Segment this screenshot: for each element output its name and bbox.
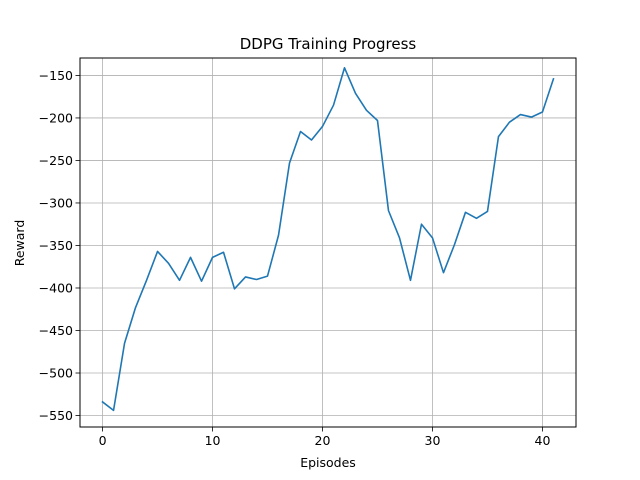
x-axis-label: Episodes <box>300 455 356 470</box>
y-tick-label: −450 <box>39 323 73 338</box>
x-axis-ticks: 0 10 20 30 40 <box>99 427 551 448</box>
y-axis-label: Reward <box>12 220 27 267</box>
series-line <box>101 66 555 412</box>
x-tick-label: 40 <box>535 433 551 448</box>
chart-title: DDPG Training Progress <box>240 35 417 53</box>
y-tick-label: −500 <box>39 366 73 381</box>
x-tick-label: 20 <box>315 433 331 448</box>
x-tick-label: 0 <box>99 433 107 448</box>
y-tick-label: −550 <box>39 408 73 423</box>
y-tick-label: −150 <box>39 68 73 83</box>
y-tick-label: −300 <box>39 195 73 210</box>
y-tick-label: −250 <box>39 153 73 168</box>
plot-frame <box>79 57 577 428</box>
series-group <box>101 66 555 412</box>
grid <box>80 58 576 427</box>
y-axis-ticks: −550 −500 −450 −400 −350 −300 −250 −200 −150 <box>39 68 80 423</box>
y-tick-label: −400 <box>39 280 73 295</box>
y-tick-label: −350 <box>39 238 73 253</box>
x-tick-label: 10 <box>205 433 221 448</box>
plot-area <box>80 58 576 427</box>
x-tick-label: 30 <box>425 433 441 448</box>
y-tick-label: −200 <box>39 110 73 125</box>
